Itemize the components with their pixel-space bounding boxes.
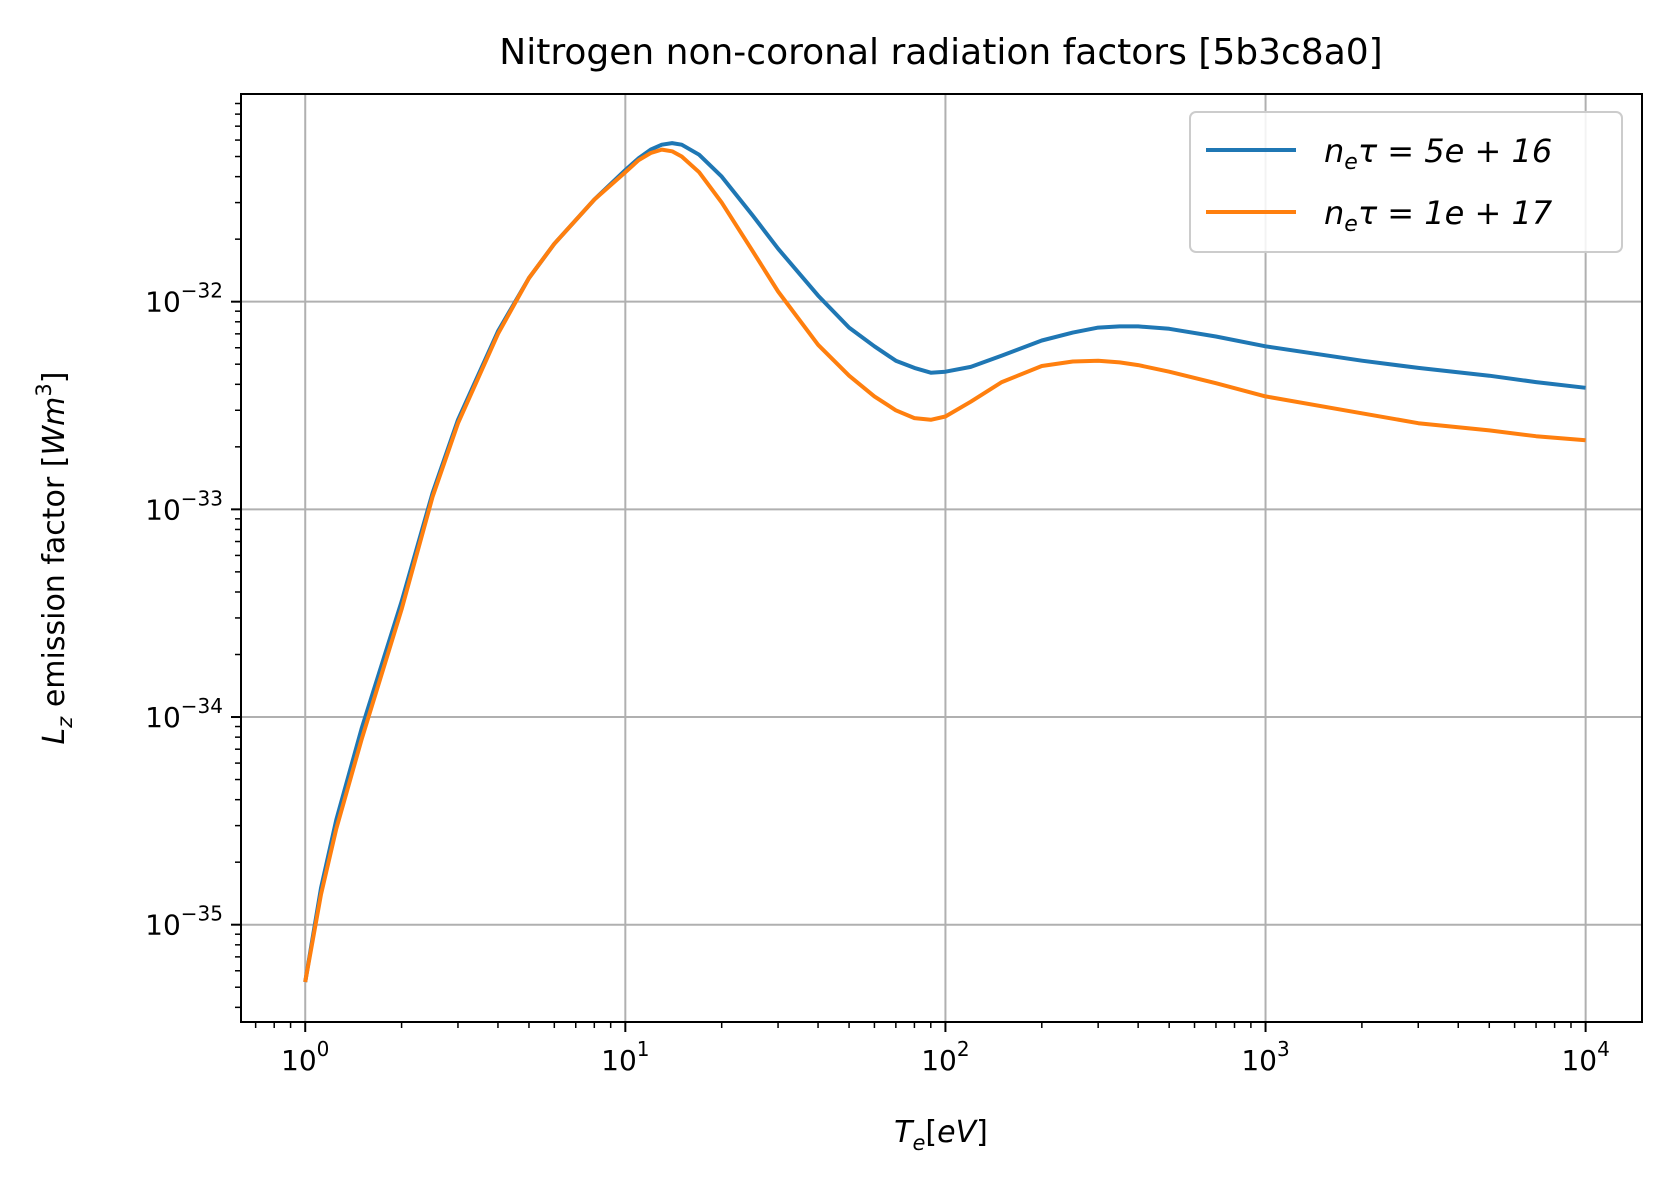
legend-label-series-2: neτ = 1e + 17 bbox=[1324, 194, 1553, 237]
x-tick-label: 101 bbox=[601, 1037, 649, 1077]
legend-label-series-1: neτ = 5e + 16 bbox=[1324, 132, 1552, 175]
x-tick-label: 100 bbox=[281, 1037, 329, 1077]
plot-frame bbox=[240, 93, 1643, 1023]
chart-title: Nitrogen non-coronal radiation factors [… bbox=[499, 32, 1382, 73]
legend: neτ = 5e + 16 neτ = 1e + 17 bbox=[1189, 111, 1623, 253]
minor-ticks bbox=[235, 102, 1572, 1028]
x-tick-label: 102 bbox=[921, 1037, 969, 1077]
y-tick-label: 10−33 bbox=[145, 486, 223, 526]
y-axis-label: Lz emission factor [Wm3] bbox=[32, 372, 77, 745]
y-tick-labels: 10−32 10−33 10−34 10−35 bbox=[145, 279, 223, 942]
y-tick-label: 10−35 bbox=[145, 902, 223, 942]
series-layer bbox=[303, 141, 1586, 983]
legend-box bbox=[1189, 111, 1623, 253]
x-tick-label: 103 bbox=[1241, 1037, 1289, 1077]
x-axis-label: Te[eV] bbox=[894, 1115, 988, 1155]
series-line-2 bbox=[303, 147, 1586, 983]
major-ticks bbox=[231, 300, 1587, 1032]
x-tick-labels: 100 101 102 103 104 bbox=[281, 1037, 1610, 1077]
x-tick-label: 104 bbox=[1561, 1037, 1609, 1077]
y-tick-label: 10−34 bbox=[145, 694, 223, 734]
y-tick-label: 10−32 bbox=[145, 279, 223, 319]
